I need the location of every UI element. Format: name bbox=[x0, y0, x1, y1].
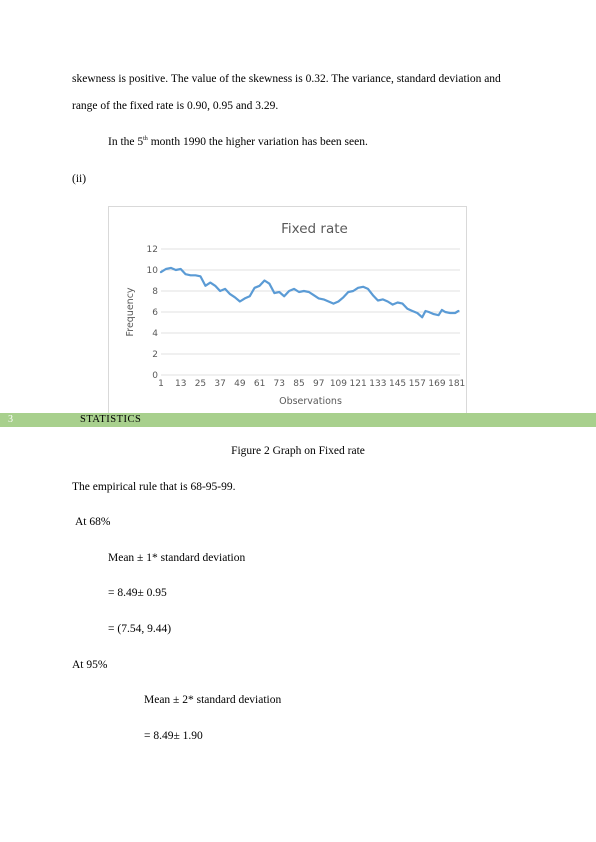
y-tick-label: 10 bbox=[147, 266, 159, 276]
paragraph-line: skewness is positive. The value of the s… bbox=[72, 73, 501, 85]
y-tick-label: 0 bbox=[152, 371, 158, 381]
x-tick-label: 133 bbox=[369, 379, 386, 389]
y-tick-label: 2 bbox=[152, 350, 158, 360]
x-tick-label: 85 bbox=[293, 379, 304, 389]
x-tick-label: 169 bbox=[428, 379, 445, 389]
x-tick-label: 37 bbox=[214, 379, 225, 389]
figure-caption: Figure 2 Graph on Fixed rate bbox=[231, 445, 365, 457]
x-tick-label: 49 bbox=[234, 379, 246, 389]
paragraph-text: month 1990 the higher variation has been… bbox=[147, 136, 368, 148]
at-95-formula: Mean ± 2* standard deviation bbox=[144, 694, 282, 706]
y-tick-label: 8 bbox=[152, 287, 158, 297]
subsection-label: (ii) bbox=[72, 173, 87, 185]
at-68-interval: = (7.54, 9.44) bbox=[108, 623, 172, 635]
at-68-label: At 68% bbox=[75, 516, 111, 528]
paragraph-text: In the 5 bbox=[108, 136, 144, 148]
x-tick-label: 109 bbox=[330, 379, 347, 389]
x-tick-label: 1 bbox=[158, 379, 164, 389]
page-number: 3 bbox=[8, 414, 13, 425]
x-tick-label: 61 bbox=[254, 379, 265, 389]
running-head: STATISTICS bbox=[80, 414, 142, 425]
superscript: th bbox=[143, 136, 148, 143]
x-tick-label: 157 bbox=[409, 379, 426, 389]
at-95-value: = 8.49± 1.90 bbox=[144, 730, 203, 742]
at-95-label: At 95% bbox=[72, 659, 108, 671]
fixed-rate-chart: Fixed rate 0 2 4 6 8 10 12 1 13 25 37 49 61 73 85 97 109 1… bbox=[108, 206, 467, 422]
at-68-value: = 8.49± 0.95 bbox=[108, 587, 167, 599]
empirical-rule-text: The empirical rule that is 68-95-99. bbox=[72, 481, 236, 493]
footer-band bbox=[0, 413, 596, 427]
x-tick-label: 145 bbox=[389, 379, 406, 389]
x-tick-label: 181 bbox=[448, 379, 465, 389]
paragraph-fifth-month: In the 5th month 1990 the higher variati… bbox=[108, 136, 368, 148]
at-68-formula: Mean ± 1* standard deviation bbox=[108, 552, 246, 564]
x-tick-label: 97 bbox=[313, 379, 324, 389]
series-line bbox=[159, 266, 460, 319]
x-tick-label: 73 bbox=[274, 379, 285, 389]
paragraph-line: range of the fixed rate is 0.90, 0.95 an… bbox=[72, 100, 279, 112]
y-tick-label: 6 bbox=[152, 308, 158, 318]
y-axis-title: Frequency bbox=[125, 287, 136, 336]
x-tick-label: 13 bbox=[175, 379, 186, 389]
y-tick-label: 12 bbox=[147, 245, 158, 255]
x-tick-label: 121 bbox=[350, 379, 367, 389]
y-tick-label: 4 bbox=[152, 329, 158, 339]
x-axis-title: Observations bbox=[279, 396, 342, 407]
chart-title: Fixed rate bbox=[281, 221, 348, 237]
x-tick-label: 25 bbox=[195, 379, 206, 389]
